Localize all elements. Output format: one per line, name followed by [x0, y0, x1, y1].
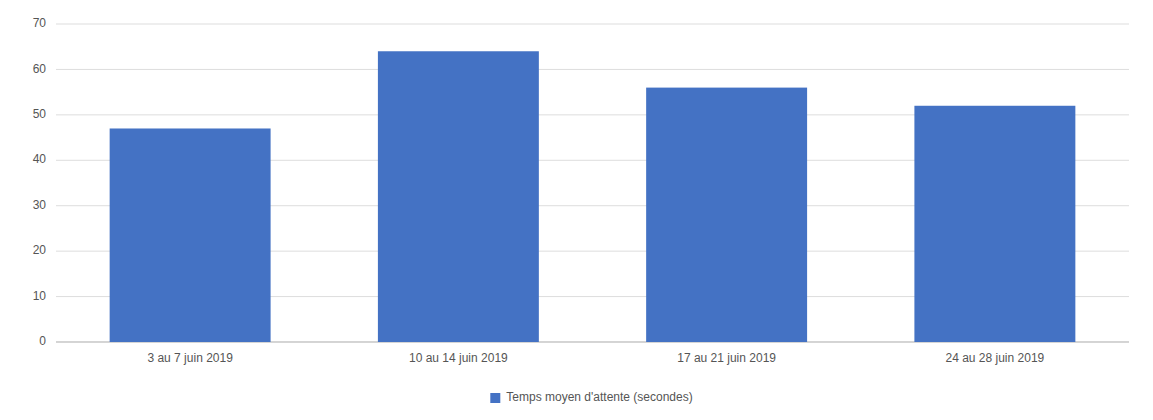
bar	[378, 51, 539, 342]
chart: 0 10 20 30 40 50 60 70 3 au 7 juin 2019 10 au 14 …	[0, 0, 1153, 420]
legend-label: Temps moyen d'attente (secondes)	[506, 390, 692, 404]
y-tick-label: 50	[33, 107, 47, 121]
x-tick-label: 24 au 28 juin 2019	[945, 351, 1044, 365]
x-tick-label: 10 au 14 juin 2019	[409, 351, 508, 365]
y-tick-label: 70	[33, 16, 47, 30]
y-axis: 0 10 20 30 40 50 60 70	[33, 16, 1129, 348]
y-tick-label: 60	[33, 62, 47, 76]
bar	[110, 128, 271, 342]
grid-line	[56, 69, 1129, 70]
x-tick-label: 3 au 7 juin 2019	[147, 351, 233, 365]
bars	[110, 51, 1076, 342]
y-tick-label: 20	[33, 243, 47, 257]
bar	[646, 88, 807, 342]
y-tick-label: 0	[39, 334, 46, 348]
grid-line	[56, 24, 1129, 25]
x-axis: 3 au 7 juin 2019 10 au 14 juin 2019 17 au …	[147, 351, 1044, 365]
y-tick-label: 40	[33, 152, 47, 166]
x-tick-label: 17 au 21 juin 2019	[677, 351, 776, 365]
legend-swatch	[490, 393, 500, 403]
y-tick-label: 30	[33, 198, 47, 212]
bar	[914, 106, 1075, 342]
chart-container: 0 10 20 30 40 50 60 70 3 au 7 juin 2019 10 au 14 …	[0, 0, 1153, 420]
y-tick-label: 10	[33, 289, 47, 303]
legend: Temps moyen d'attente (secondes)	[490, 390, 692, 404]
